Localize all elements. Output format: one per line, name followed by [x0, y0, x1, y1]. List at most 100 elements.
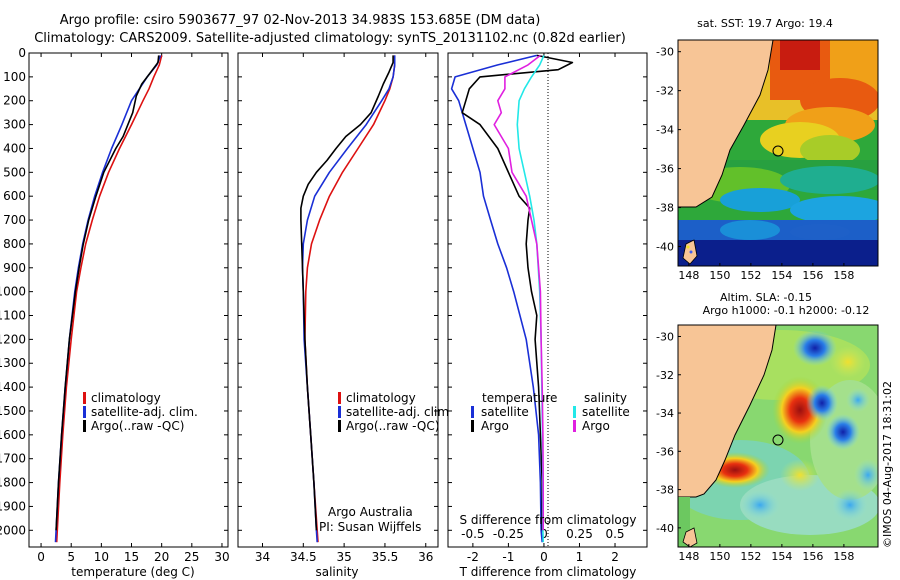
series-line-argo: [55, 55, 160, 531]
salinity-panel: 34 34.5 35 35.5 36 salinity climatology sate…: [237, 52, 453, 579]
top-tick-label: -0.5: [461, 527, 484, 541]
temperature-axes-box: [28, 52, 229, 548]
sst-float-marker: [772, 145, 784, 157]
depth-tick-label: 1900: [0, 499, 26, 513]
map-lat-label: -38: [656, 202, 674, 215]
imos-timestamp: ©IMOS 04-Aug-2017 18:31:02: [881, 381, 894, 548]
x-tick-label: 35.5: [372, 550, 399, 564]
legend-swatch-climatology: [338, 392, 341, 404]
depth-tick-label: 200: [3, 94, 26, 108]
legend-swatch-t-satellite: [471, 406, 474, 418]
depth-tick-label: 500: [3, 165, 26, 179]
depth-tick-label: 400: [3, 141, 26, 155]
series-line-t-argo: [461, 54, 574, 531]
salinity-xlabel: salinity: [315, 565, 358, 579]
depth-tick-label: 1500: [0, 404, 26, 418]
depth-tick-label: 1800: [0, 476, 26, 490]
depth-tick-label: 2000: [0, 523, 26, 537]
x-tick-label: 25: [184, 550, 199, 564]
legend-label-t-argo: Argo: [481, 419, 509, 433]
figure-title-line1: Argo profile: csiro 5903677_97 02-Nov-20…: [60, 13, 541, 28]
x-tick-label: -1: [502, 550, 514, 564]
temperature-lines: [54, 55, 163, 543]
temperature-x-axis: 0 5 10 15 20 25 30: [37, 53, 230, 564]
legend-swatch-s-argo: [573, 420, 576, 432]
legend-label-argo: Argo(..raw -QC): [91, 419, 184, 433]
x-tick-label: 0: [540, 550, 548, 564]
map-lat-label: -38: [656, 484, 674, 497]
salinity-lines: [300, 55, 396, 543]
top-tick-label: 0.25: [566, 527, 593, 541]
map-lon-label: 158: [833, 550, 854, 563]
salinity-depth-ticks: [238, 52, 438, 531]
series-line-argo: [300, 55, 394, 531]
depth-tick-label: 100: [3, 70, 26, 84]
top-tick-label: -0.25: [493, 527, 524, 541]
map-lat-label: -32: [656, 85, 674, 98]
depth-tick-label: 1100: [0, 309, 26, 323]
legend-swatch-climatology: [83, 392, 86, 404]
depth-tick-label: 800: [3, 237, 26, 251]
legend-swatch-satellite: [83, 406, 86, 418]
legend-swatch-argo: [338, 420, 341, 432]
x-tick-label: 34.5: [290, 550, 317, 564]
top-tick-label: 0: [540, 527, 548, 541]
map-lat-label: -34: [656, 124, 674, 137]
pi-text: PI: Susan Wijffels: [319, 520, 421, 534]
map-lon-label: 152: [740, 550, 761, 563]
depth-tick-label: 1600: [0, 428, 26, 442]
legend-label-s-argo: Argo: [582, 419, 610, 433]
series-line-climatology: [55, 55, 163, 543]
legend-label-climatology: climatology: [346, 391, 416, 405]
x-tick-label: 15: [124, 550, 139, 564]
temperature-xlabel: temperature (deg C): [71, 565, 194, 579]
map-lon-label: 150: [709, 269, 730, 282]
difference-panel: -2 -1 0 1 2 -0.5 -0.25 0 0.25 0.5 S difference fr…: [447, 52, 648, 579]
difference-xlabel: T difference from climatology: [459, 565, 637, 579]
credit-text: Argo Australia: [328, 505, 413, 519]
x-tick-label: -2: [467, 550, 479, 564]
temperature-legend: climatology satellite-adj. clim. Argo(..…: [83, 391, 198, 433]
x-tick-label: 30: [214, 550, 229, 564]
legend-title-temperature: temperature: [482, 391, 557, 405]
sla-float-marker: [772, 434, 784, 446]
map-lat-label: -40: [656, 522, 674, 535]
salinity-x-axis: 34 34.5 35 35.5 36: [255, 53, 433, 564]
legend-swatch-argo: [83, 420, 86, 432]
legend-swatch-s-satellite: [573, 406, 576, 418]
sst-map-image: [678, 40, 878, 266]
depth-tick-label: 0: [18, 46, 26, 60]
legend-label-s-satellite: satellite: [582, 405, 630, 419]
depth-tick-label: 1700: [0, 452, 26, 466]
map-lon-label: 156: [802, 550, 823, 563]
x-tick-label: 0: [37, 550, 45, 564]
x-tick-label: 35: [336, 550, 351, 564]
x-tick-label: 1: [576, 550, 584, 564]
sst-map-frame: [677, 39, 879, 267]
map-lat-label: -36: [656, 445, 674, 458]
sla-map-title-line2: Argo h1000: -0.1 h2000: -0.12: [703, 304, 870, 317]
legend-swatch-satellite: [338, 406, 341, 418]
sla-map-image: [678, 325, 878, 547]
depth-tick-label: 300: [3, 118, 26, 132]
map-lon-label: 148: [678, 269, 699, 282]
legend-label-satellite: satellite-adj. clim.: [346, 405, 453, 419]
legend-label-climatology: climatology: [91, 391, 161, 405]
map-lat-label: -32: [656, 369, 674, 382]
depth-axis: 0 100 200 300 400 500 600 700 800 900 1000 1100 1200…: [0, 46, 228, 537]
legend-title-salinity: salinity: [584, 391, 627, 405]
map-lon-label: 148: [678, 550, 699, 563]
map-lon-label: 150: [709, 550, 730, 563]
legend-swatch-t-argo: [471, 420, 474, 432]
figure-title-line2: Climatology: CARS2009. Satellite-adjuste…: [34, 31, 626, 46]
difference-xlabel-top: S difference from climatology: [460, 513, 637, 527]
x-tick-label: 20: [154, 550, 169, 564]
sla-map-axes: 148 150 152 154 156 158 -30 -32 -34 -36 -38 -40: [656, 330, 854, 563]
difference-depth-ticks: [448, 52, 647, 531]
salinity-axes-box: [237, 52, 439, 548]
legend-label-argo: Argo(..raw -QC): [346, 419, 439, 433]
map-lon-label: 154: [771, 269, 792, 282]
legend-label-satellite: satellite-adj. clim.: [91, 405, 198, 419]
x-tick-label: 36: [418, 550, 433, 564]
